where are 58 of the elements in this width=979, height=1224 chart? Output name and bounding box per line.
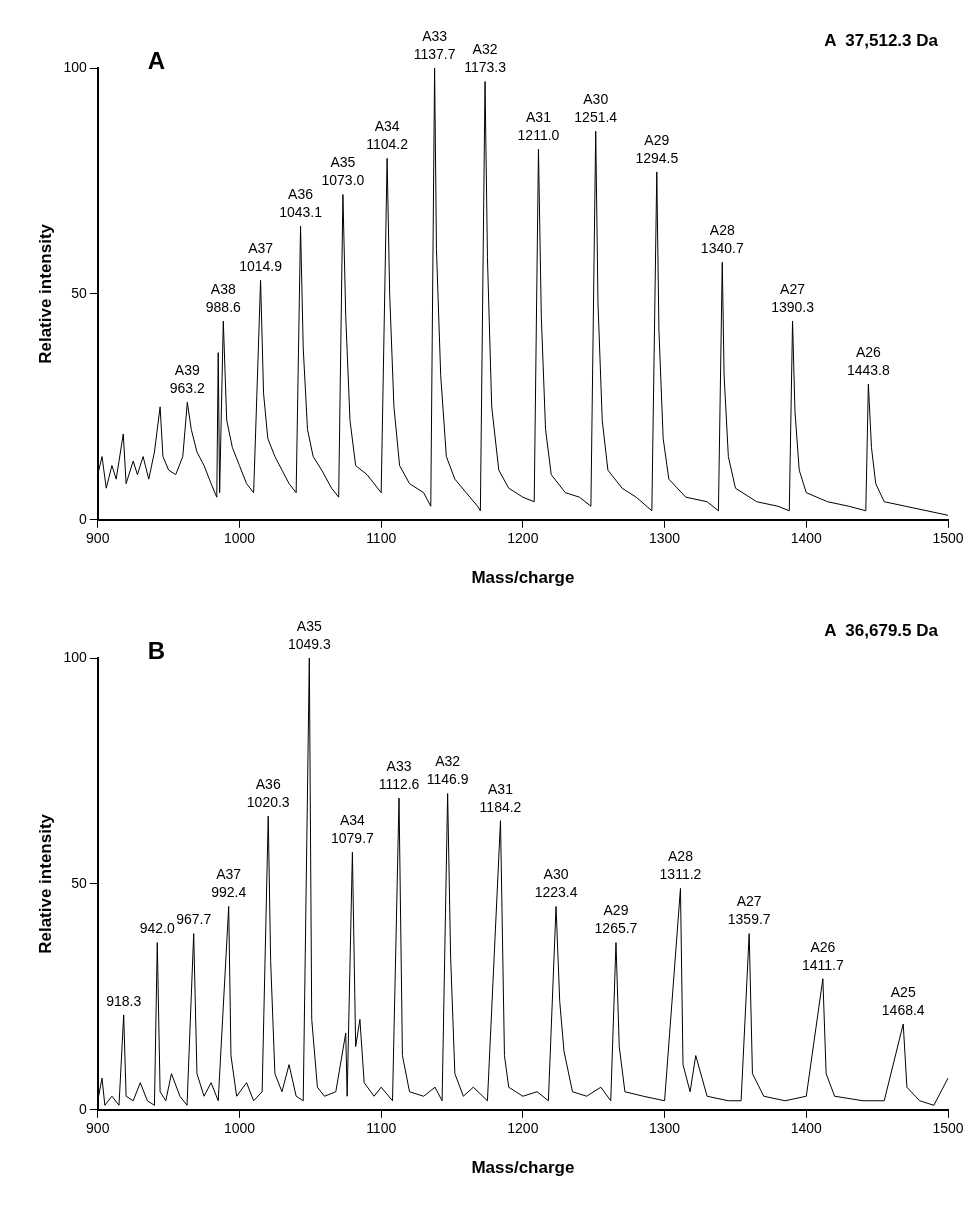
y-tick-label: 0 [78, 1100, 87, 1117]
annotation: A30 1223.4 [534, 866, 578, 901]
annotation: A31 1184.2 [479, 780, 522, 815]
annotation: A38 988.6 [205, 280, 242, 315]
y-tick-label: 50 [71, 284, 87, 301]
annotation: A31 1211.0 [517, 109, 560, 144]
x-axis-title: Mass/charge [471, 568, 575, 588]
x-tick-label: 1300 [649, 530, 681, 547]
x-tick-label: 1100 [366, 1120, 397, 1137]
annotation: 942.0 [139, 920, 175, 937]
annotation: A27 1359.7 [727, 893, 771, 928]
chart-title: B [147, 636, 166, 664]
annotation: A37 992.4 [211, 866, 247, 901]
annotation: A32 1146.9 [426, 753, 469, 788]
y-tick-label: 100 [63, 648, 87, 665]
x-tick-label: 1000 [223, 1120, 256, 1137]
annotation: A32 1173.3 [464, 41, 507, 76]
annotation: A34 1104.2 [366, 118, 409, 153]
annotation: A33 1137.7 [413, 27, 456, 62]
chart-title: A [147, 46, 166, 74]
y-tick-label: 50 [71, 874, 87, 891]
x-tick-label: 1500 [932, 530, 964, 547]
annotation: 967.7 [176, 911, 212, 928]
annotation: A35 1049.3 [287, 617, 331, 652]
x-axis-title: Mass/charge [471, 1158, 575, 1178]
annotation: A37 1014.9 [239, 240, 283, 275]
annotation: A35 1073.0 [321, 154, 365, 189]
annotation: A29 1294.5 [635, 131, 679, 166]
x-tick-label: 1100 [366, 530, 397, 547]
annotation: A29 1265.7 [594, 902, 638, 937]
x-tick-label: 1300 [649, 1120, 681, 1137]
x-tick-label: 900 [86, 1120, 110, 1137]
annotation: A34 1079.7 [330, 812, 375, 847]
x-tick-label: 900 [86, 530, 110, 547]
annotation: A26 1411.7 [801, 938, 844, 973]
x-tick-label: 1000 [223, 530, 256, 547]
text: A 36,679.5 Da [824, 621, 939, 641]
annotation: 918.3 [106, 992, 142, 1009]
text: A 37,512.3 Da [824, 31, 939, 51]
y-tick-label: 0 [78, 510, 87, 527]
y-axis-title: Relative intensity [35, 223, 55, 364]
x-tick-label: 1200 [507, 1120, 539, 1137]
x-tick-label: 1200 [507, 530, 539, 547]
annotation: A36 1043.1 [279, 185, 323, 220]
y-axis-title: Relative intensity [35, 813, 55, 954]
x-tick-label: 1500 [932, 1120, 964, 1137]
annotation: A25 1468.4 [881, 983, 925, 1018]
annotation: A26 1443.8 [846, 344, 890, 379]
annotation: A36 1020.3 [246, 775, 290, 810]
annotation: A30 1251.4 [574, 91, 618, 126]
y-tick-label: 100 [63, 58, 87, 75]
annotation: A28 1340.7 [700, 222, 744, 257]
x-tick-label: 1400 [790, 1120, 823, 1137]
x-tick-label: 1400 [790, 530, 823, 547]
annotation: A27 1390.3 [771, 280, 815, 315]
annotation: A39 963.2 [169, 362, 206, 397]
annotation: A33 1112.6 [378, 757, 420, 792]
annotation: A28 1311.2 [659, 848, 702, 883]
